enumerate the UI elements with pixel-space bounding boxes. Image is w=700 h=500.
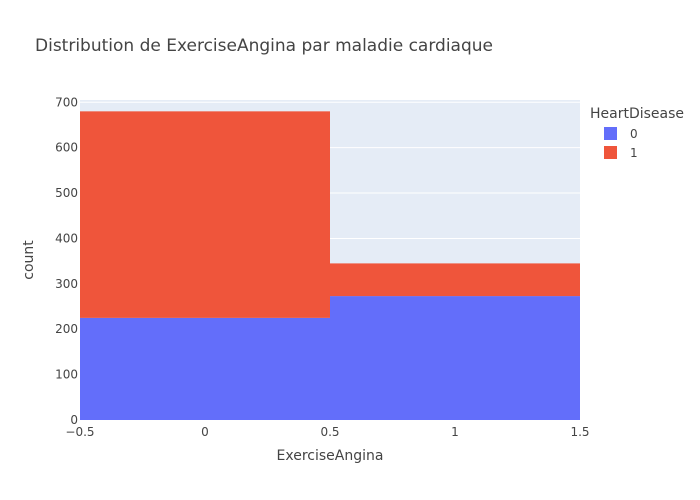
legend-swatch-0[interactable] — [604, 127, 617, 140]
bar-series-0-bin-1[interactable] — [330, 296, 580, 420]
legend-label-1[interactable]: 1 — [630, 146, 638, 160]
x-tick-label: 1.5 — [570, 425, 589, 439]
y-tick-label: 0 — [70, 413, 78, 427]
bar-series-1-bin-0[interactable] — [80, 111, 330, 318]
x-tick-label: 1 — [451, 425, 459, 439]
bar-series-0-bin-0[interactable] — [80, 317, 330, 420]
x-tick-label: −0.5 — [65, 425, 94, 439]
y-axis-ticks: 0 100 200 300 400 500 600 700 — [55, 95, 78, 427]
y-tick-label: 200 — [55, 322, 78, 336]
legend-items[interactable]: 01 — [604, 127, 638, 160]
y-tick-label: 300 — [55, 277, 78, 291]
x-axis-ticks: −0.5 0 0.5 1 1.5 — [65, 425, 589, 439]
chart-title: Distribution de ExerciseAngina par malad… — [35, 36, 493, 56]
legend-title: HeartDisease — [590, 106, 684, 122]
y-tick-label: 400 — [55, 231, 78, 245]
y-axis-title: count — [21, 240, 37, 280]
y-tick-label: 700 — [55, 95, 78, 109]
y-tick-label: 100 — [55, 368, 78, 382]
x-axis-title: ExerciseAngina — [277, 448, 384, 464]
legend[interactable]: HeartDisease 01 — [590, 106, 684, 160]
bars — [80, 111, 580, 420]
y-tick-label: 600 — [55, 141, 78, 155]
x-tick-label: 0 — [201, 425, 209, 439]
bar-series-1-bin-1[interactable] — [330, 263, 580, 297]
legend-label-0[interactable]: 0 — [630, 127, 638, 141]
y-tick-label: 500 — [55, 186, 78, 200]
x-tick-label: 0.5 — [320, 425, 339, 439]
legend-swatch-1[interactable] — [604, 146, 617, 159]
